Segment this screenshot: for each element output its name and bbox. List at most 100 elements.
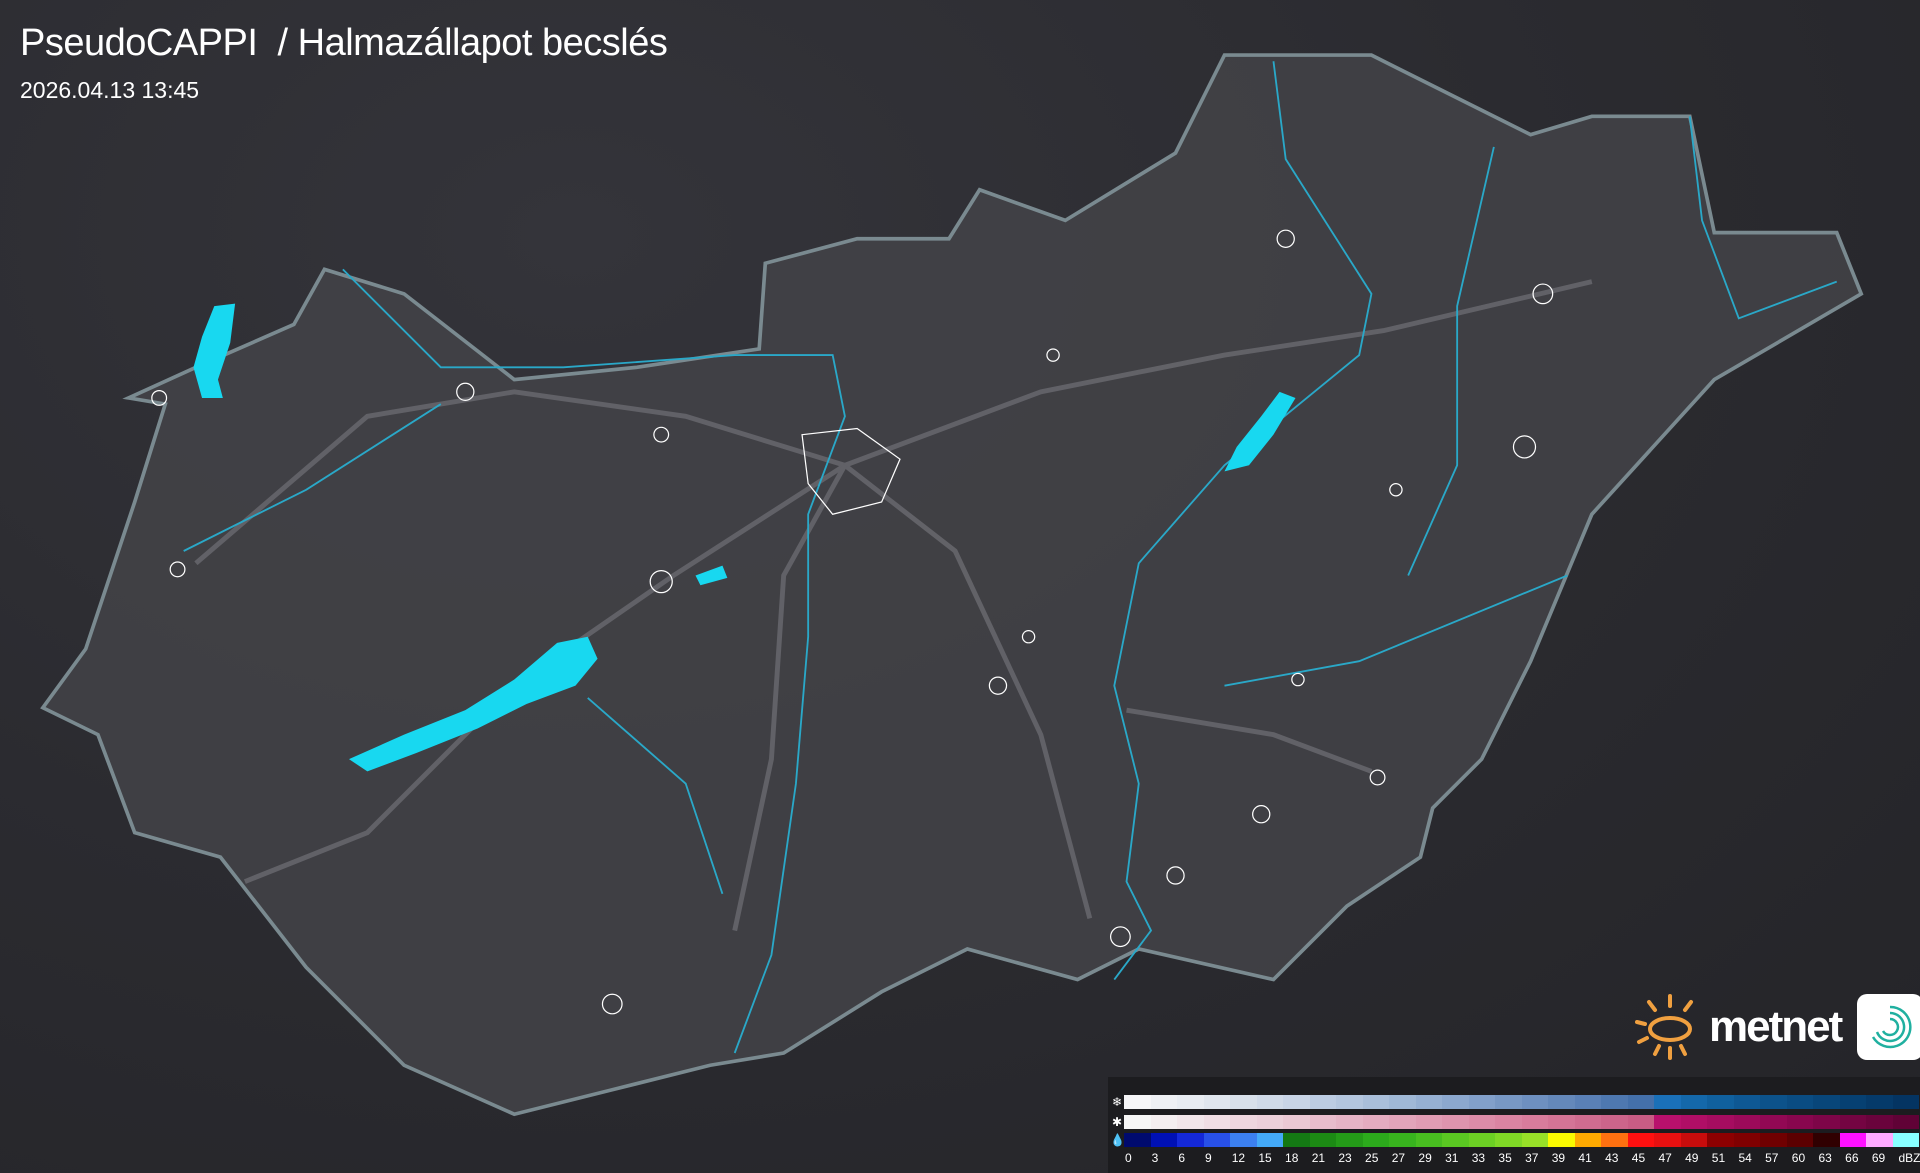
- legend-swatch: [1230, 1133, 1257, 1147]
- legend-tick-label: 6: [1178, 1151, 1186, 1165]
- lake-neusiedl: [193, 303, 236, 398]
- legend-swatch: [1442, 1095, 1469, 1109]
- legend-swatch: [1574, 1095, 1601, 1109]
- legend-swatch: [1336, 1133, 1363, 1147]
- legend-swatch: [1309, 1133, 1336, 1147]
- legend-tick-label: 60: [1791, 1151, 1806, 1165]
- legend-swatch: [1521, 1115, 1548, 1129]
- legend-swatch: [1813, 1133, 1840, 1147]
- legend-swatch: [1839, 1115, 1866, 1129]
- legend-swatch: [1707, 1115, 1734, 1129]
- legend-swatch: [1866, 1115, 1893, 1129]
- legend-swatch: [1892, 1133, 1919, 1147]
- legend-tick-label: 29: [1418, 1151, 1432, 1165]
- sun-icon: [1635, 994, 1693, 1060]
- legend-swatch: [1654, 1133, 1681, 1147]
- legend-swatch: [1548, 1115, 1575, 1129]
- legend-tick-label: 39: [1551, 1151, 1566, 1165]
- legend-swatch: [1495, 1133, 1522, 1147]
- legend-tick-label: 54: [1738, 1151, 1752, 1165]
- legend-swatch: [1892, 1095, 1919, 1109]
- legend-tick-label: 0: [1125, 1151, 1132, 1165]
- legend-swatch: [1786, 1115, 1813, 1129]
- rivers: [183, 61, 1838, 1054]
- legend-row-snow: ❄: [1108, 1095, 1919, 1109]
- legend-swatch: [1866, 1095, 1893, 1109]
- legend-tick-label: 23: [1338, 1151, 1352, 1165]
- snow-color-bar: [1124, 1095, 1919, 1109]
- legend-swatch: [1389, 1095, 1416, 1109]
- metnet-logo: metnet: [1635, 992, 1920, 1062]
- legend-swatch: [1442, 1133, 1469, 1147]
- legend-swatch: [1336, 1095, 1363, 1109]
- legend-row-rain: 💧: [1108, 1133, 1919, 1147]
- legend-tick-label: 63: [1818, 1151, 1832, 1165]
- legend-swatch: [1813, 1095, 1840, 1109]
- legend-tick-label: 31: [1445, 1151, 1459, 1165]
- country-border: [40, 53, 1864, 1117]
- legend-tick-label: 35: [1498, 1151, 1512, 1165]
- lakes: [193, 303, 1296, 772]
- legend-tick-label: 41: [1578, 1151, 1592, 1165]
- lake-velence: [695, 565, 728, 586]
- legend-swatch: [1150, 1133, 1177, 1147]
- rain-color-bar: [1124, 1133, 1919, 1147]
- legend-swatch: [1283, 1115, 1310, 1129]
- legend-tick-label: 18: [1285, 1151, 1299, 1165]
- legend-swatch: [1760, 1095, 1787, 1109]
- legend-tick-label: dBZ: [1898, 1151, 1920, 1165]
- legend-swatch: [1177, 1133, 1204, 1147]
- legend-swatch: [1495, 1115, 1522, 1129]
- legend-tick-label: 47: [1658, 1151, 1672, 1165]
- settlement-outlines: [151, 229, 1554, 1015]
- legend-tick-label: 66: [1845, 1151, 1859, 1165]
- map-title: PseudoCAPPI / Halmazállapot becslés: [20, 22, 668, 64]
- sleet-icon: ✱: [1111, 1115, 1123, 1129]
- legend-swatch: [1230, 1115, 1257, 1129]
- legend-swatch: [1362, 1133, 1389, 1147]
- legend-swatch: [1707, 1133, 1734, 1147]
- legend-tick-label: 33: [1471, 1151, 1486, 1165]
- legend-swatch: [1468, 1115, 1495, 1129]
- legend-swatch: [1760, 1115, 1787, 1129]
- legend-swatch: [1415, 1133, 1442, 1147]
- legend-swatch: [1203, 1133, 1230, 1147]
- raindrop-icon: 💧: [1110, 1133, 1125, 1147]
- legend-swatch: [1203, 1115, 1230, 1129]
- legend-tick-label: 57: [1765, 1151, 1779, 1165]
- logo-text: metnet: [1709, 1002, 1843, 1051]
- legend-swatch: [1309, 1115, 1336, 1129]
- legend-swatch: [1362, 1115, 1389, 1129]
- legend-swatch: [1389, 1115, 1416, 1129]
- legend-swatch: [1680, 1133, 1707, 1147]
- legend-swatch: [1680, 1095, 1707, 1109]
- legend-swatch: [1177, 1115, 1204, 1129]
- legend-tick-label: 3: [1151, 1151, 1159, 1165]
- legend-swatch: [1468, 1095, 1495, 1109]
- legend-swatch: [1468, 1133, 1495, 1147]
- legend-swatch: [1203, 1095, 1230, 1109]
- legend-swatch: [1574, 1133, 1601, 1147]
- legend-swatch: [1627, 1133, 1654, 1147]
- snowflake-icon: ❄: [1111, 1095, 1123, 1109]
- legend-tick-label: 21: [1311, 1151, 1326, 1165]
- legend-swatch: [1813, 1115, 1840, 1129]
- legend-swatch: [1627, 1095, 1654, 1109]
- legend-swatch: [1336, 1115, 1363, 1129]
- legend-swatch: [1495, 1095, 1522, 1109]
- legend-swatch: [1415, 1115, 1442, 1129]
- legend-swatch: [1627, 1115, 1654, 1129]
- legend-tick-label: 15: [1258, 1151, 1272, 1165]
- legend-swatch: [1839, 1095, 1866, 1109]
- legend-swatch: [1389, 1133, 1416, 1147]
- legend-tick-label: 25: [1365, 1151, 1379, 1165]
- legend-swatch: [1654, 1095, 1681, 1109]
- legend-swatch: [1309, 1095, 1336, 1109]
- legend-tick-labels: 0 3 6 9 12 15 18 21 23 25 27 29 31 33 35 37 39 41 43 45 47 49…: [1125, 1151, 1920, 1165]
- mixed-color-bar: [1124, 1115, 1919, 1129]
- legend-swatch: [1415, 1095, 1442, 1109]
- legend-swatch: [1256, 1115, 1283, 1129]
- timestamp: 2026.04.13 13:45: [20, 77, 200, 103]
- color-scale-legend: ❄ ✱ 💧 0 3 6 9 12 15 18 21 23 25 27 29 31 33 35 37 39 41 43…: [1108, 1077, 1920, 1173]
